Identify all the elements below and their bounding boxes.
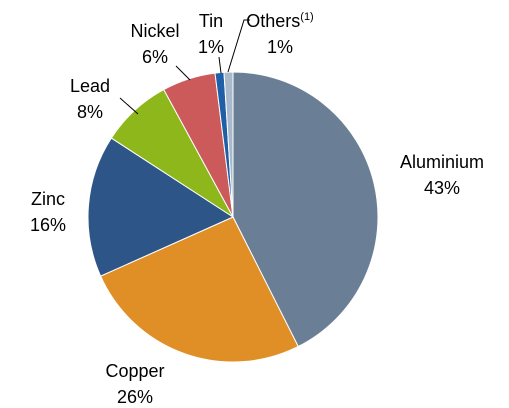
leader-line	[119, 97, 139, 115]
category-name: Zinc	[31, 189, 65, 209]
leader-line	[218, 56, 222, 74]
slice-label: Copper	[105, 361, 164, 381]
slice-label: Nickel	[130, 21, 179, 41]
value-label: 1%	[267, 37, 293, 57]
value-label: 16%	[30, 215, 66, 235]
category-name: Aluminium	[400, 152, 484, 172]
slice-label: Aluminium	[400, 152, 484, 172]
value-label: 43%	[424, 178, 460, 198]
category-name: Lead	[70, 76, 110, 96]
value-label: 8%	[77, 102, 103, 122]
value-label: 26%	[117, 387, 153, 407]
pie-slice	[99, 216, 299, 363]
leader-line	[227, 19, 250, 73]
slice-label: Tin	[199, 11, 223, 31]
footnote-mark: (1)	[300, 11, 313, 23]
pie-slice	[232, 71, 379, 348]
category-name: Others	[246, 11, 300, 31]
category-name: Copper	[105, 361, 164, 381]
slice-label: Zinc	[31, 189, 65, 209]
category-name: Tin	[199, 11, 223, 31]
category-name: Nickel	[130, 21, 179, 41]
value-label: 6%	[142, 47, 168, 67]
slice-label: Others(1)	[246, 11, 313, 31]
slice-label: Lead	[70, 76, 110, 96]
leader-line	[175, 65, 191, 81]
pie-slice	[87, 137, 235, 277]
value-label: 1%	[198, 37, 224, 57]
